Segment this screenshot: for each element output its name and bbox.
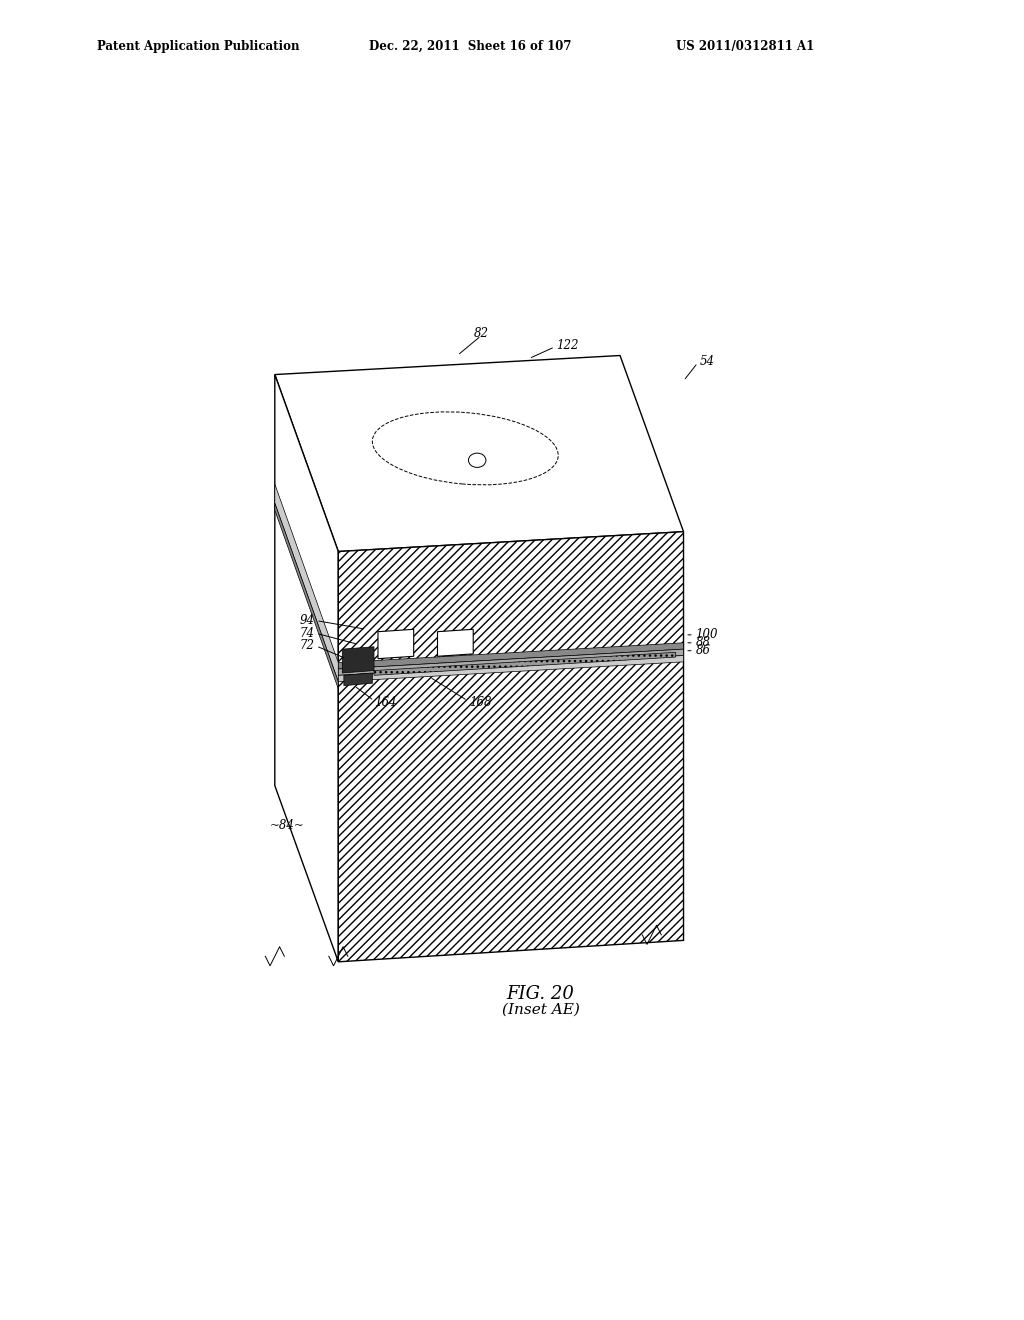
Polygon shape: [274, 492, 338, 962]
Text: 164: 164: [374, 696, 396, 709]
Polygon shape: [374, 652, 676, 676]
Polygon shape: [274, 375, 338, 667]
Text: 122: 122: [557, 339, 579, 351]
Text: Dec. 22, 2011  Sheet 16 of 107: Dec. 22, 2011 Sheet 16 of 107: [369, 40, 571, 53]
Text: 100: 100: [695, 628, 718, 642]
Polygon shape: [338, 656, 684, 681]
Polygon shape: [274, 355, 684, 552]
Polygon shape: [378, 630, 414, 659]
Polygon shape: [274, 503, 338, 689]
Text: 74: 74: [299, 627, 314, 640]
Polygon shape: [437, 630, 473, 656]
Text: Patent Application Publication: Patent Application Publication: [97, 40, 300, 53]
Polygon shape: [274, 484, 338, 681]
Polygon shape: [342, 647, 374, 673]
Text: (Inset AE): (Inset AE): [502, 1002, 580, 1016]
Polygon shape: [338, 643, 684, 669]
Text: ~84~: ~84~: [269, 818, 304, 832]
Polygon shape: [344, 673, 373, 685]
Text: 72: 72: [299, 639, 314, 652]
Polygon shape: [338, 649, 684, 676]
Text: 88: 88: [695, 636, 711, 649]
Polygon shape: [338, 644, 684, 962]
Text: FIG. 20: FIG. 20: [507, 985, 574, 1003]
Text: 54: 54: [699, 355, 715, 367]
Polygon shape: [338, 532, 684, 667]
Text: 86: 86: [695, 644, 711, 657]
Text: US 2011/0312811 A1: US 2011/0312811 A1: [676, 40, 814, 53]
Text: 94: 94: [299, 614, 314, 627]
Text: 82: 82: [474, 327, 488, 339]
Text: 168: 168: [469, 696, 492, 709]
